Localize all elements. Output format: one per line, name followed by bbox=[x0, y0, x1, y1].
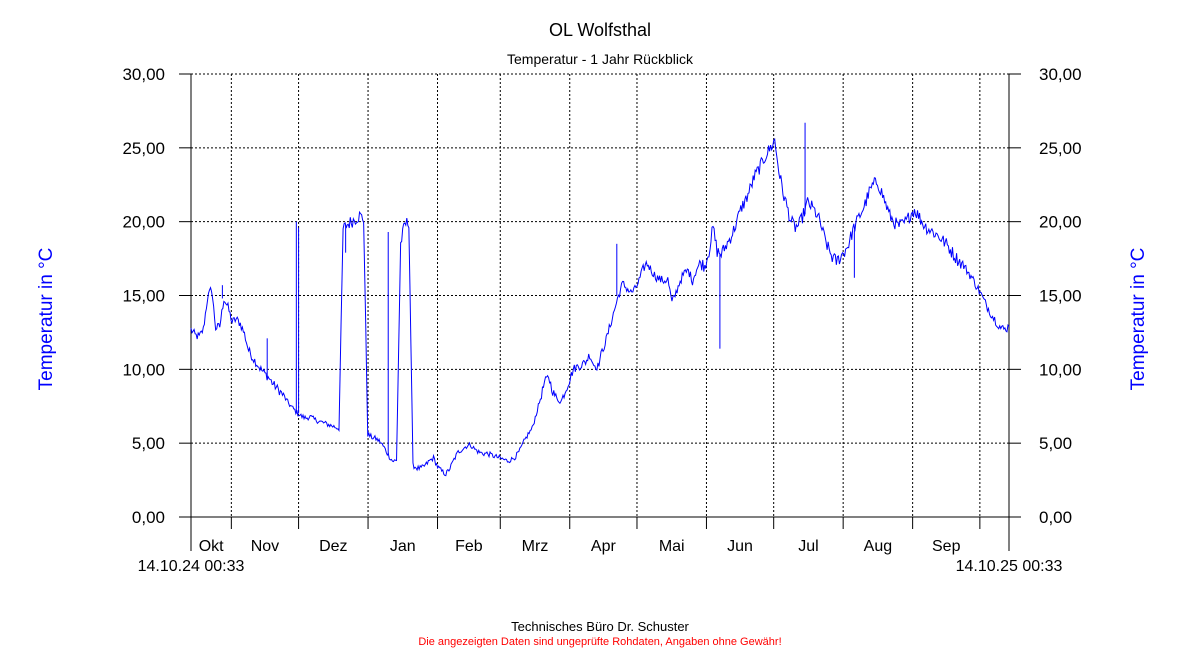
month-label: Feb bbox=[455, 538, 483, 555]
y-tick-label-left: 20,00 bbox=[122, 213, 165, 232]
month-label: Jul bbox=[798, 538, 818, 555]
y-tick-label-left: 0,00 bbox=[132, 508, 165, 527]
y-tick-label-right: 25,00 bbox=[1039, 139, 1082, 158]
axis-layer bbox=[179, 73, 1021, 551]
y-tick-label-left: 25,00 bbox=[122, 139, 165, 158]
chart-subtitle: Temperatur - 1 Jahr Rückblick bbox=[507, 51, 694, 67]
month-label: Sep bbox=[932, 538, 961, 555]
series-layer bbox=[190, 122, 1010, 477]
month-label: Apr bbox=[591, 538, 617, 555]
grid-layer bbox=[191, 73, 1009, 517]
month-label: Nov bbox=[251, 538, 279, 555]
y-tick-label-right: 10,00 bbox=[1039, 360, 1082, 379]
y-tick-labels: 0,00 0,00 5,00 5,00 10,00 10,00 15,00 15,00 20,0… bbox=[122, 65, 1081, 527]
month-label: Mai bbox=[659, 538, 685, 555]
y-tick-label-left: 10,00 bbox=[122, 360, 165, 379]
y-tick-label-right: 30,00 bbox=[1039, 65, 1082, 84]
y-tick-label-right: 5,00 bbox=[1039, 434, 1072, 453]
start-date-label: 14.10.24 00:33 bbox=[138, 558, 245, 575]
footer-company: Technisches Büro Dr. Schuster bbox=[511, 619, 689, 634]
y-tick-label-right: 0,00 bbox=[1039, 508, 1072, 527]
month-label: Mrz bbox=[522, 538, 549, 555]
chart-title: OL Wolfsthal bbox=[549, 20, 651, 40]
y-tick-label-right: 15,00 bbox=[1039, 287, 1082, 306]
y-axis-label-left: Temperatur in °C bbox=[36, 248, 57, 391]
month-label: Aug bbox=[864, 538, 892, 555]
y-tick-label-left: 30,00 bbox=[122, 65, 165, 84]
y-tick-label-left: 5,00 bbox=[132, 434, 165, 453]
y-tick-label-right: 20,00 bbox=[1039, 213, 1082, 232]
end-date-label: 14.10.25 00:33 bbox=[956, 558, 1063, 575]
temperature-series-line bbox=[190, 137, 1010, 477]
month-label: Dez bbox=[319, 538, 347, 555]
y-axis-label-right: Temperatur in °C bbox=[1128, 248, 1149, 391]
month-label: Jan bbox=[390, 538, 416, 555]
month-label: Jun bbox=[727, 538, 753, 555]
month-label: Okt bbox=[199, 538, 224, 555]
month-labels: Okt Nov Dez Jan Feb Mrz Apr Mai Jun Jul Aug Sep bbox=[199, 538, 961, 555]
y-tick-label-left: 15,00 bbox=[122, 287, 165, 306]
footer-disclaimer: Die angezeigten Daten sind ungeprüfte Ro… bbox=[418, 636, 781, 648]
